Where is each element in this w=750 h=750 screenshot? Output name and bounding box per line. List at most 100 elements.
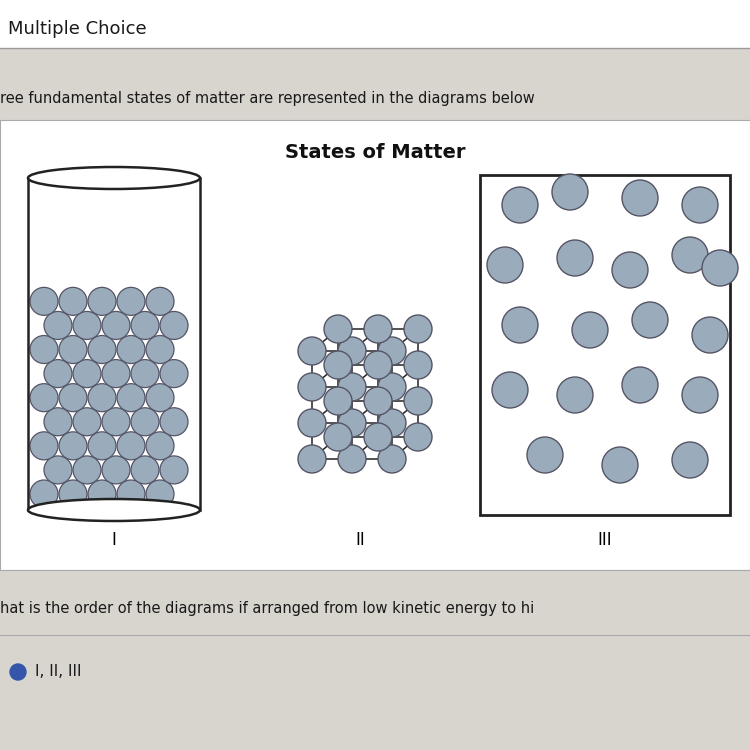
Circle shape: [364, 351, 392, 379]
Circle shape: [404, 423, 432, 451]
Circle shape: [73, 311, 101, 340]
Circle shape: [44, 359, 72, 388]
Circle shape: [59, 384, 87, 412]
Circle shape: [324, 315, 352, 343]
Circle shape: [10, 664, 26, 680]
Circle shape: [44, 408, 72, 436]
Text: II: II: [356, 531, 364, 549]
Circle shape: [30, 384, 58, 412]
Circle shape: [324, 351, 352, 379]
Circle shape: [378, 337, 406, 365]
FancyBboxPatch shape: [480, 175, 730, 515]
Circle shape: [88, 480, 116, 508]
Text: I, II, III: I, II, III: [35, 664, 82, 680]
Circle shape: [102, 311, 130, 340]
Circle shape: [527, 437, 563, 473]
Circle shape: [117, 432, 145, 460]
Text: III: III: [598, 531, 612, 549]
Ellipse shape: [28, 167, 200, 189]
Circle shape: [117, 335, 145, 364]
Circle shape: [622, 180, 658, 216]
Circle shape: [622, 367, 658, 403]
Circle shape: [682, 377, 718, 413]
Circle shape: [59, 335, 87, 364]
Circle shape: [572, 312, 608, 348]
Circle shape: [160, 359, 188, 388]
Circle shape: [131, 408, 159, 436]
Circle shape: [30, 335, 58, 364]
Circle shape: [131, 311, 159, 340]
Circle shape: [632, 302, 668, 338]
Circle shape: [59, 287, 87, 315]
Text: I: I: [112, 531, 116, 549]
Circle shape: [487, 247, 523, 283]
Circle shape: [324, 387, 352, 415]
Circle shape: [672, 442, 708, 478]
Circle shape: [502, 307, 538, 343]
Circle shape: [612, 252, 648, 288]
Circle shape: [131, 359, 159, 388]
Circle shape: [364, 423, 392, 451]
Circle shape: [378, 445, 406, 473]
Circle shape: [502, 187, 538, 223]
Circle shape: [404, 351, 432, 379]
Circle shape: [102, 359, 130, 388]
Circle shape: [146, 432, 174, 460]
Circle shape: [338, 337, 366, 365]
Text: ree fundamental states of matter are represented in the diagrams below: ree fundamental states of matter are rep…: [0, 91, 535, 106]
Circle shape: [338, 409, 366, 437]
Circle shape: [117, 287, 145, 315]
Circle shape: [117, 480, 145, 508]
Circle shape: [102, 408, 130, 436]
Circle shape: [364, 387, 392, 415]
Circle shape: [44, 456, 72, 484]
Text: States of Matter: States of Matter: [285, 142, 465, 161]
Circle shape: [378, 373, 406, 401]
Circle shape: [602, 447, 638, 483]
FancyBboxPatch shape: [0, 0, 750, 48]
Circle shape: [702, 250, 738, 286]
Text: Multiple Choice: Multiple Choice: [8, 20, 147, 38]
Circle shape: [557, 377, 593, 413]
Ellipse shape: [28, 499, 200, 521]
Circle shape: [160, 311, 188, 340]
Circle shape: [404, 387, 432, 415]
FancyBboxPatch shape: [0, 48, 750, 120]
FancyBboxPatch shape: [0, 570, 750, 750]
Circle shape: [160, 456, 188, 484]
Circle shape: [298, 409, 326, 437]
Circle shape: [404, 315, 432, 343]
Circle shape: [672, 237, 708, 273]
Circle shape: [298, 337, 326, 365]
Circle shape: [146, 480, 174, 508]
Circle shape: [30, 480, 58, 508]
Circle shape: [682, 187, 718, 223]
Circle shape: [44, 311, 72, 340]
Circle shape: [73, 359, 101, 388]
Circle shape: [324, 423, 352, 451]
Circle shape: [131, 456, 159, 484]
Circle shape: [298, 373, 326, 401]
Text: hat is the order of the diagrams if arranged from low kinetic energy to hi: hat is the order of the diagrams if arra…: [0, 601, 534, 616]
Circle shape: [88, 335, 116, 364]
Circle shape: [492, 372, 528, 408]
Circle shape: [59, 480, 87, 508]
Circle shape: [338, 373, 366, 401]
Circle shape: [88, 384, 116, 412]
Circle shape: [364, 315, 392, 343]
Circle shape: [160, 408, 188, 436]
Circle shape: [117, 384, 145, 412]
Circle shape: [73, 408, 101, 436]
Circle shape: [59, 432, 87, 460]
Circle shape: [146, 287, 174, 315]
Circle shape: [30, 287, 58, 315]
Circle shape: [692, 317, 728, 353]
FancyBboxPatch shape: [0, 120, 750, 570]
Circle shape: [146, 384, 174, 412]
Circle shape: [102, 456, 130, 484]
Circle shape: [73, 456, 101, 484]
Circle shape: [378, 409, 406, 437]
Circle shape: [146, 335, 174, 364]
Circle shape: [557, 240, 593, 276]
Circle shape: [552, 174, 588, 210]
